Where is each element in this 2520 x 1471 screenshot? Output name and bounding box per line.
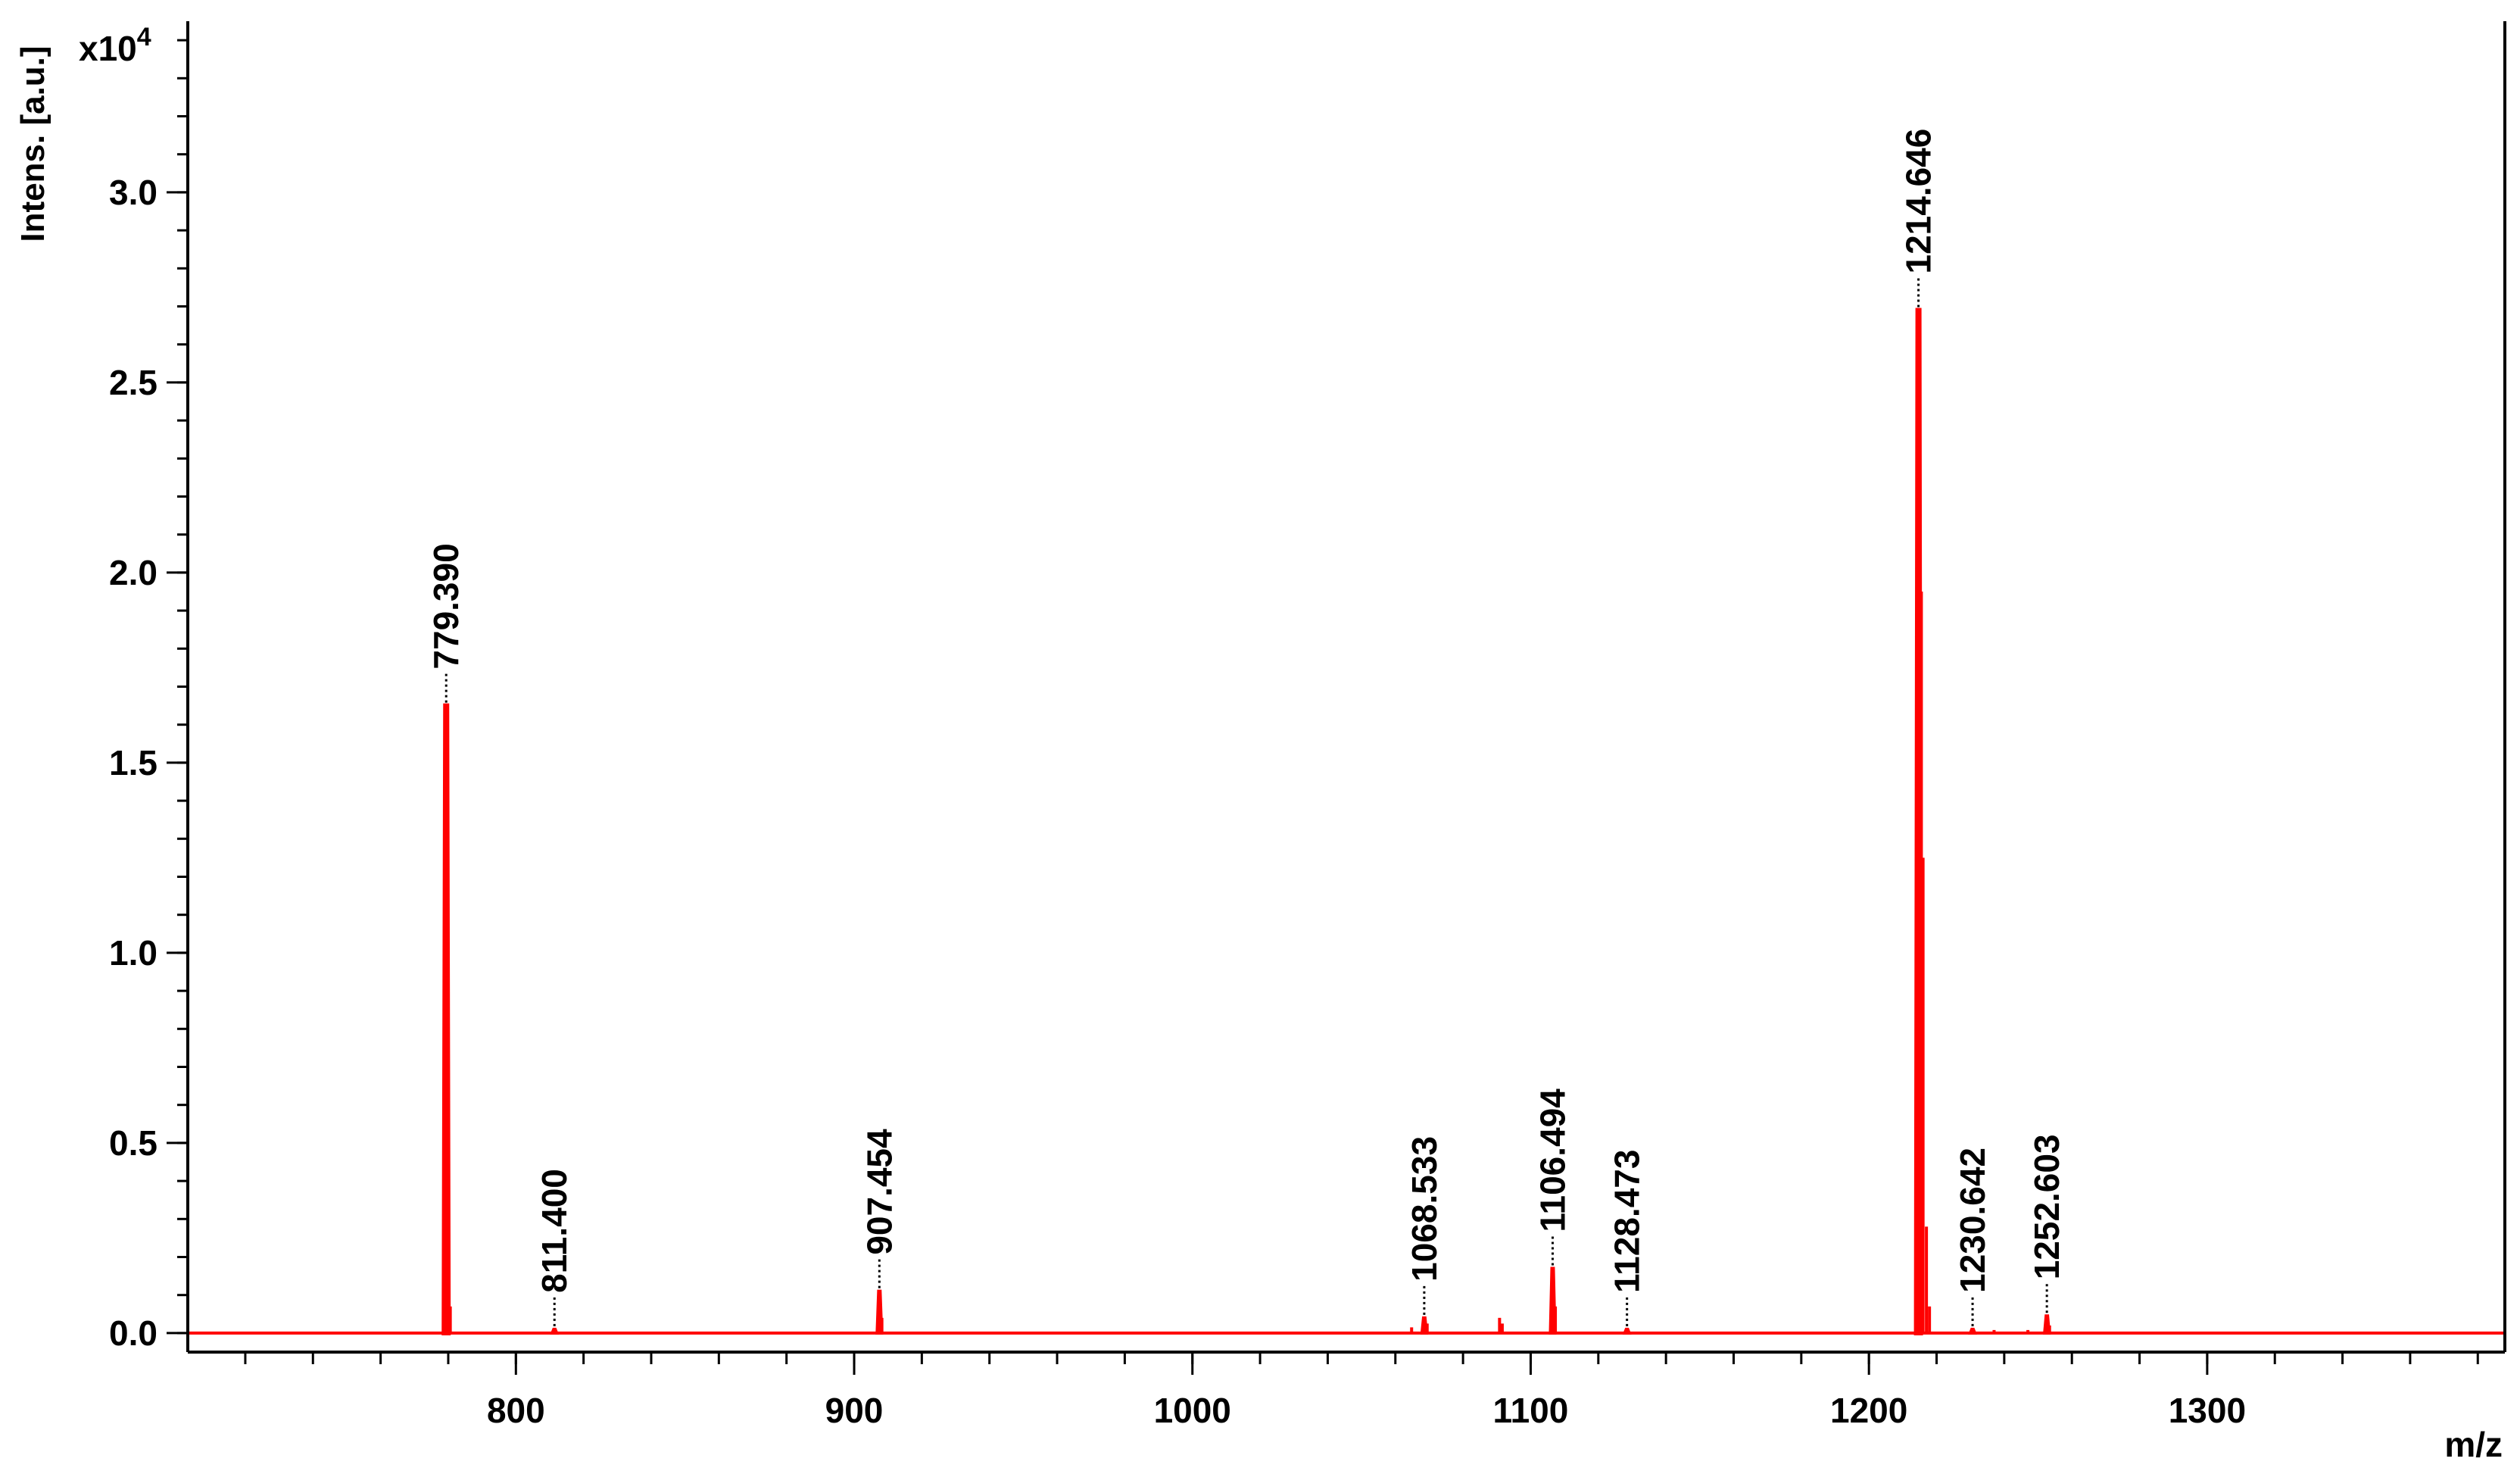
spectrum-peak xyxy=(550,1327,560,1335)
y-tick-label: 2.0 xyxy=(109,553,158,592)
y-tick-label: 1.5 xyxy=(109,743,158,782)
y-tick-label: 0.5 xyxy=(109,1123,158,1163)
spectrum-peak xyxy=(1548,1266,1557,1335)
y-axis-multiplier-base: x10 xyxy=(79,29,137,68)
peak-label: 1068.533 xyxy=(1405,1136,1444,1282)
y-axis-label: Intens. [a.u.] xyxy=(14,45,51,242)
peak-label: 779.390 xyxy=(426,543,466,669)
x-tick-label: 1200 xyxy=(1830,1391,1907,1430)
spectrum-peak xyxy=(2042,1314,2051,1335)
spectrum-peak xyxy=(1968,1327,1978,1335)
y-axis-multiplier: x104 xyxy=(79,23,151,68)
spectrum-peak xyxy=(1913,308,1923,1335)
peak-label: 811.400 xyxy=(535,1169,574,1293)
y-tick-label: 1.0 xyxy=(109,933,158,973)
spectrum-peak xyxy=(1420,1316,1429,1335)
x-tick-label: 800 xyxy=(487,1391,545,1430)
y-axis-multiplier-exponent: 4 xyxy=(137,23,151,52)
y-tick-label: 2.5 xyxy=(109,363,158,402)
peak-label: 1230.642 xyxy=(1953,1148,1992,1293)
spectrum-series xyxy=(189,308,2503,1335)
spectrum-peak xyxy=(875,1289,884,1335)
x-tick-label: 1300 xyxy=(2169,1391,2246,1430)
spectrum-peak xyxy=(441,703,451,1335)
peak-label: 907.454 xyxy=(859,1129,899,1255)
x-axis-label: m/z xyxy=(2444,1425,2503,1464)
x-tick-label: 900 xyxy=(825,1391,884,1430)
peak-label: 1214.646 xyxy=(1899,129,1938,274)
spectrum-peak xyxy=(1622,1327,1632,1335)
peak-labels: 779.390 811.400 907.454 1068.533 1106.494 112… xyxy=(426,129,2066,1326)
peak-label: 1106.494 xyxy=(1533,1088,1572,1232)
y-tick-label: 3.0 xyxy=(109,173,158,212)
x-tick-label: 1000 xyxy=(1154,1391,1231,1430)
axes: 800 900 1000 1100 1200 1300 0.0 0.5 1.0 1.5 2.0 2.5… xyxy=(109,21,2506,1430)
peak-label: 1128.473 xyxy=(1608,1150,1647,1293)
y-tick-label: 0.0 xyxy=(109,1313,158,1353)
x-tick-label: 1100 xyxy=(1493,1391,1569,1430)
peak-label: 1252.603 xyxy=(2027,1134,2066,1279)
